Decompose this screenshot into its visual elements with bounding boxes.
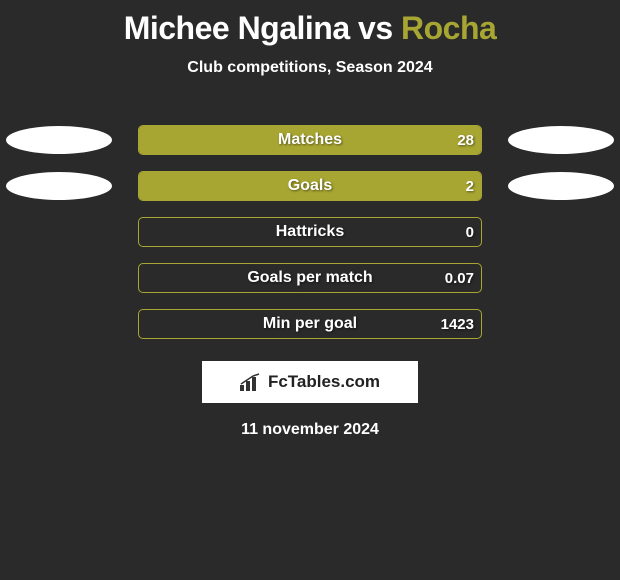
date-text: 11 november 2024 [0,421,620,439]
logo-text: FcTables.com [268,372,380,392]
bar-track [138,309,482,339]
stat-row: Hattricks 0 [0,209,620,255]
bar-track [138,171,482,201]
bar-chart-icon [240,373,262,391]
logo-badge: FcTables.com [202,361,418,403]
player2-oval-icon [508,126,614,154]
bar-fill [139,126,481,154]
bar-track [138,263,482,293]
player2-name: Rocha [401,10,496,46]
stat-rows: Matches 28 Goals 2 Hattricks 0 [0,117,620,347]
vs-text: vs [358,10,393,46]
bar-fill [139,172,481,200]
bar-track [138,125,482,155]
stat-row: Goals per match 0.07 [0,255,620,301]
stat-row: Min per goal 1423 [0,301,620,347]
stat-row: Goals 2 [0,163,620,209]
stat-row: Matches 28 [0,117,620,163]
bar-track [138,217,482,247]
page-title: Michee Ngalina vs Rocha [0,10,620,47]
player1-oval-icon [6,126,112,154]
comparison-card: Michee Ngalina vs Rocha Club competition… [0,0,620,439]
subtitle: Club competitions, Season 2024 [0,59,620,77]
player1-oval-icon [6,172,112,200]
player2-oval-icon [508,172,614,200]
player1-name: Michee Ngalina [124,10,350,46]
